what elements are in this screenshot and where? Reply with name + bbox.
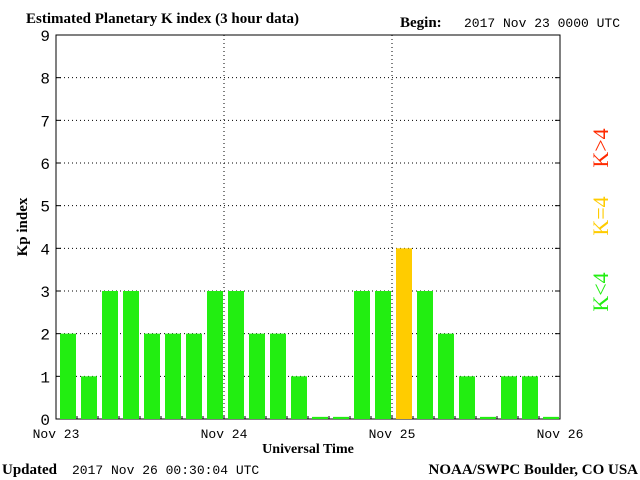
plot-frame (55, 34, 561, 420)
y-tick-label: 3 (40, 284, 50, 302)
kp-bar (480, 416, 496, 419)
y-tick-label: 6 (40, 156, 50, 174)
kp-bar (186, 333, 202, 419)
kp-bar (270, 333, 286, 419)
x-axis-label: Universal Time (262, 442, 354, 457)
kp-bar (123, 291, 139, 419)
kp-bar (102, 291, 118, 419)
updated-value: 2017 Nov 26 00:30:04 UTC (72, 463, 259, 478)
y-tick-label: 8 (40, 71, 50, 89)
kp-bar (543, 416, 559, 419)
legend-k-below-4: K<4 (588, 272, 613, 311)
kp-bar (60, 333, 76, 419)
chart-title: Estimated Planetary K index (3 hour data… (26, 11, 299, 27)
x-tick-label: Nov 26 (537, 427, 584, 442)
kp-bar (144, 333, 160, 419)
y-tick-labels: 0 1 2 3 4 5 6 7 8 9 (40, 28, 50, 430)
y-tick-label: 9 (40, 28, 50, 46)
begin-value: 2017 Nov 23 0000 UTC (464, 16, 620, 31)
kp-bar (417, 291, 433, 419)
x-tick-label: Nov 25 (369, 427, 416, 442)
x-tick-labels: Nov 23 Nov 24 Nov 25 Nov 26 (33, 427, 584, 442)
y-tick-label: 1 (40, 369, 50, 387)
kp-bar (312, 416, 328, 419)
kp-bar (396, 248, 412, 419)
kp-bar (333, 416, 349, 419)
y-axis-label: Kp index (15, 197, 31, 256)
kp-bar (165, 333, 181, 419)
kp-bar (228, 291, 244, 419)
y-tick-label: 7 (40, 113, 50, 131)
kp-bar (501, 376, 517, 419)
kp-bar (81, 376, 97, 419)
y-tick-label: 4 (40, 241, 50, 259)
kp-bar (249, 333, 265, 419)
kp-bar (522, 376, 538, 419)
legend-k-equal-4: K=4 (588, 196, 613, 235)
kp-bar (354, 291, 370, 419)
kp-bars (60, 248, 559, 419)
kp-bar (438, 333, 454, 419)
begin-label: Begin: (400, 15, 442, 31)
source-credit: NOAA/SWPC Boulder, CO USA (429, 462, 639, 478)
kp-bar (375, 291, 391, 419)
y-tick-label: 5 (40, 199, 50, 217)
legend-k-above-4: K>4 (588, 128, 613, 167)
kp-bar (459, 376, 475, 419)
y-tick-label: 2 (40, 327, 50, 345)
y-tick-label: 0 (40, 412, 50, 430)
x-tick-label: Nov 24 (201, 427, 248, 442)
kp-bar (291, 376, 307, 419)
kp-bar (207, 291, 223, 419)
updated-label: Updated (2, 462, 58, 478)
x-tick-label: Nov 23 (33, 427, 80, 442)
plot-grid (56, 34, 560, 420)
